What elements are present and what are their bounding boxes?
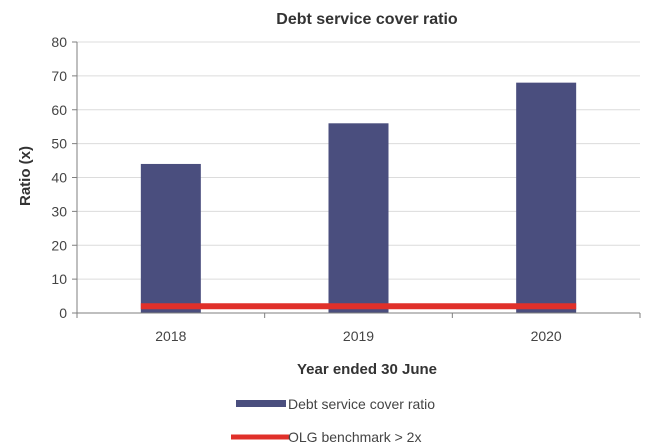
y-tick-label: 10 [51,271,67,287]
y-tick-label: 20 [51,237,67,253]
y-tick-label: 30 [51,203,67,219]
x-axis-title: Year ended 30 June [297,361,437,378]
y-axis-title: Ratio (x) [17,146,34,206]
bar-series [140,82,577,314]
y-tick-label: 50 [51,136,67,152]
legend-item-bar: Debt service cover ratio [236,396,435,412]
axes [76,42,641,318]
chart-title: Debt service cover ratio [276,11,458,28]
y-tick-label: 40 [51,170,67,186]
legend-line-label: OLG benchmark > 2x [288,429,421,445]
x-tick-labels: 2018 2019 2020 [155,328,562,344]
y-tick-label: 80 [51,34,67,50]
legend-item-line: OLG benchmark > 2x [231,429,421,445]
legend-bar-label: Debt service cover ratio [288,396,435,412]
y-tick-label: 60 [51,102,67,118]
x-tick-label: 2018 [155,328,186,344]
bar-2018 [140,163,201,313]
bar-2020 [516,82,577,314]
y-tick-labels: 0 10 20 30 40 50 60 70 80 [51,34,67,321]
x-tick-label: 2019 [343,328,374,344]
legend-bar-swatch [236,400,286,407]
y-tick-label: 0 [59,305,67,321]
legend: Debt service cover ratio OLG benchmark >… [231,396,435,445]
x-tick-label: 2020 [531,328,562,344]
y-tick-label: 70 [51,68,67,84]
bar-2019 [328,123,389,313]
